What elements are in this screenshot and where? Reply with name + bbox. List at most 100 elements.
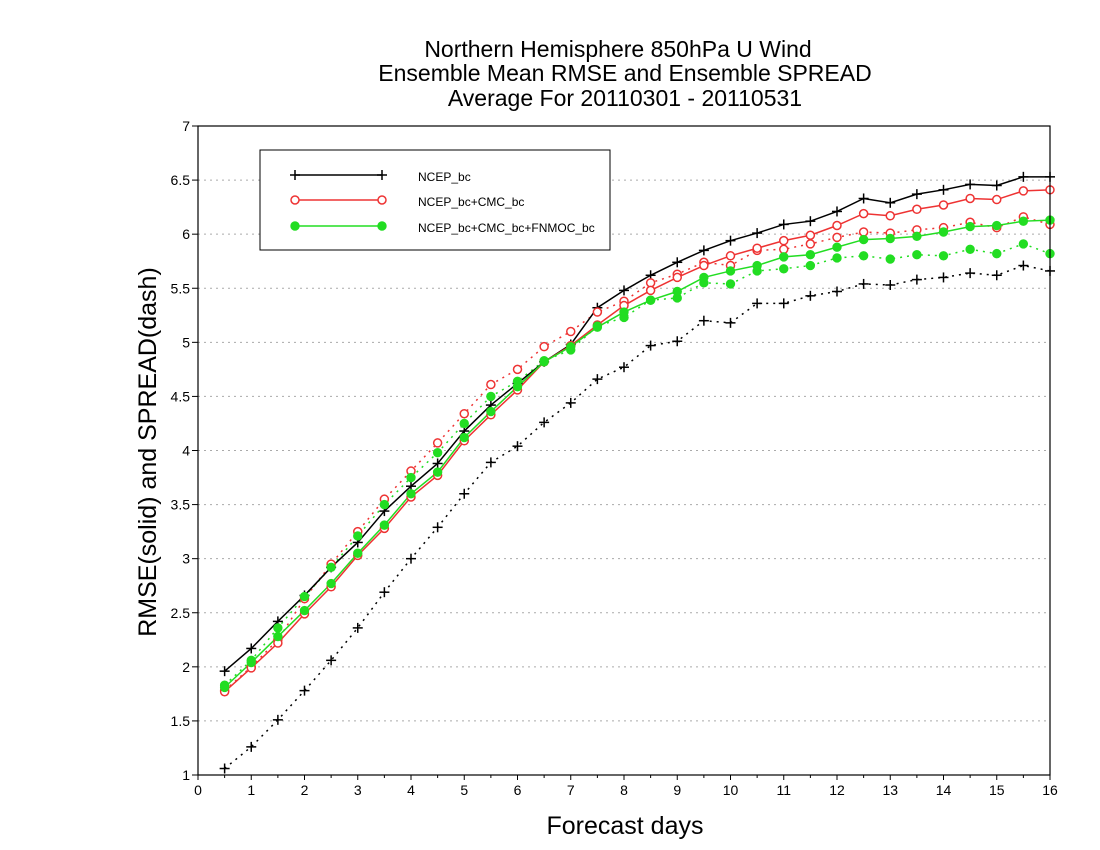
x-tick-label: 14 (936, 782, 952, 798)
spread-point-ncep (858, 278, 869, 289)
rmse-point-ncep-cmc-fnmoc (353, 548, 363, 558)
rmse-point-ncep (246, 643, 257, 654)
spread-point-ncep (432, 522, 443, 533)
x-tick-label: 7 (567, 782, 575, 798)
rmse-point-ncep-cmc (885, 211, 895, 221)
rmse-point-ncep-cmc-fnmoc (992, 220, 1002, 231)
y-tick-label: 3 (182, 551, 190, 567)
rmse-line-ncep-cmc (224, 189, 1051, 693)
rmse-point-ncep (778, 219, 789, 230)
x-tick-label: 15 (989, 782, 1005, 798)
spread-point-ncep-cmc-fnmoc (965, 244, 975, 255)
spread-point-ncep-cmc (486, 379, 496, 390)
y-tick-label: 4.5 (171, 388, 191, 404)
spread-point-ncep-cmc-fnmoc (938, 251, 949, 261)
spread-point-ncep-cmc (858, 227, 869, 237)
rmse-point-ncep-cmc-fnmoc (858, 234, 869, 245)
rmse-point-ncep (619, 285, 629, 296)
rmse-point-ncep-cmc-fnmoc (299, 605, 310, 616)
spread-point-ncep-cmc (645, 278, 656, 288)
spread-point-ncep (725, 317, 736, 328)
rmse-point-ncep-cmc-fnmoc (619, 307, 629, 317)
spread-point-ncep-cmc-fnmoc (885, 254, 895, 264)
rmse-point-ncep-cmc (752, 243, 762, 253)
rmse-point-ncep (938, 184, 949, 195)
y-tick-label: 1.5 (171, 713, 191, 729)
rmse-point-ncep-cmc-fnmoc (805, 250, 816, 260)
y-tick-label: 3.5 (171, 497, 191, 513)
x-tick-label: 10 (723, 782, 739, 798)
spread-point-ncep (246, 741, 257, 752)
spread-point-ncep (539, 417, 550, 428)
y-tick-label: 5 (182, 334, 190, 350)
rmse-point-ncep (991, 180, 1002, 191)
y-tick-label: 6 (182, 226, 190, 242)
rmse-point-ncep-cmc-fnmoc (246, 657, 256, 668)
rmse-point-ncep-cmc-fnmoc (699, 272, 709, 283)
rmse-point-ncep-cmc-fnmoc (672, 286, 682, 297)
spread-point-ncep (352, 622, 363, 633)
rmse-point-ncep-cmc-fnmoc (832, 242, 842, 252)
spread-point-ncep (778, 298, 789, 309)
x-tick-label: 8 (620, 782, 628, 798)
spread-point-ncep-cmc (779, 244, 789, 255)
spread-point-ncep (485, 457, 496, 468)
spread-point-ncep-cmc-fnmoc (912, 250, 922, 260)
legend-label-ncep-cmc-fnmoc: NCEP_bc+CMC_bc+FNMOC_bc (418, 221, 595, 235)
spread-point-ncep-cmc (539, 341, 549, 352)
spread-point-ncep (326, 655, 337, 666)
spread-point-ncep (672, 336, 683, 347)
rmse-point-ncep (219, 666, 230, 677)
spread-point-ncep-cmc-fnmoc (486, 391, 496, 402)
y-tick-label: 1 (182, 767, 190, 783)
rmse-point-ncep-cmc-fnmoc (459, 432, 469, 443)
rmse-point-ncep-cmc-fnmoc (406, 489, 416, 499)
rmse-point-ncep-cmc-fnmoc (912, 231, 922, 242)
chart-title-line-3: Average For 20110301 - 20110531 (448, 85, 802, 111)
rmse-point-ncep-cmc-fnmoc (645, 295, 656, 305)
y-tick-label: 2 (182, 659, 190, 675)
spread-lines (224, 216, 1051, 770)
legend-label-ncep: NCEP_bc (418, 170, 471, 184)
legend-marker-ncep-cmc (290, 195, 300, 205)
rmse-point-ncep-cmc-fnmoc (779, 252, 789, 262)
legend-label-ncep-cmc: NCEP_bc+CMC_bc (418, 195, 524, 209)
rmse-point-ncep (698, 245, 709, 256)
x-tick-label: 5 (460, 782, 468, 798)
rmse-lines (224, 176, 1051, 693)
spread-point-ncep (1018, 260, 1029, 271)
legend-marker-ncep-cmc-fnmoc (290, 221, 300, 231)
spread-point-ncep-cmc (512, 364, 523, 375)
rmse-point-ncep-cmc-fnmoc (592, 322, 603, 332)
y-axis-ticks: 1 1.5 2 2.5 3 3.5 4 4.5 5 5.5 6 6.5 7 (171, 118, 198, 783)
x-tick-label: 0 (194, 782, 202, 798)
rmse-point-ncep-cmc (832, 220, 842, 231)
spread-point-ncep (619, 362, 629, 373)
spread-point-ncep (698, 315, 709, 326)
rmse-point-ncep (832, 206, 842, 217)
x-tick-label: 4 (407, 782, 415, 798)
y-tick-label: 4 (182, 443, 190, 459)
rmse-point-ncep (752, 228, 763, 239)
chart-title-line-2: Ensemble Mean RMSE and Ensemble SPREAD (378, 60, 871, 86)
rmse-point-ncep-cmc (779, 235, 789, 246)
spread-line-ncep (224, 264, 1051, 770)
spread-point-ncep-cmc-fnmoc (725, 279, 736, 289)
x-tick-label: 6 (514, 782, 522, 798)
rmse-point-ncep (965, 179, 976, 190)
rmse-point-ncep (885, 197, 896, 208)
rmse-point-ncep-cmc-fnmoc (885, 233, 895, 244)
rmse-point-ncep-cmc-fnmoc (752, 260, 762, 271)
rmse-point-ncep-cmc (805, 230, 816, 240)
rmse-point-ncep (911, 189, 922, 200)
rmse-point-ncep-cmc (725, 251, 736, 261)
legend-marker-ncep (377, 170, 387, 180)
rmse-line-ncep (224, 176, 1050, 672)
rmse-point-ncep (1018, 171, 1029, 182)
y-tick-label: 2.5 (171, 605, 191, 621)
spread-point-ncep-cmc (832, 232, 842, 243)
y-tick-label: 7 (182, 118, 190, 134)
rmse-point-ncep-cmc-fnmoc (938, 227, 949, 237)
legend-marker-ncep (290, 170, 300, 180)
